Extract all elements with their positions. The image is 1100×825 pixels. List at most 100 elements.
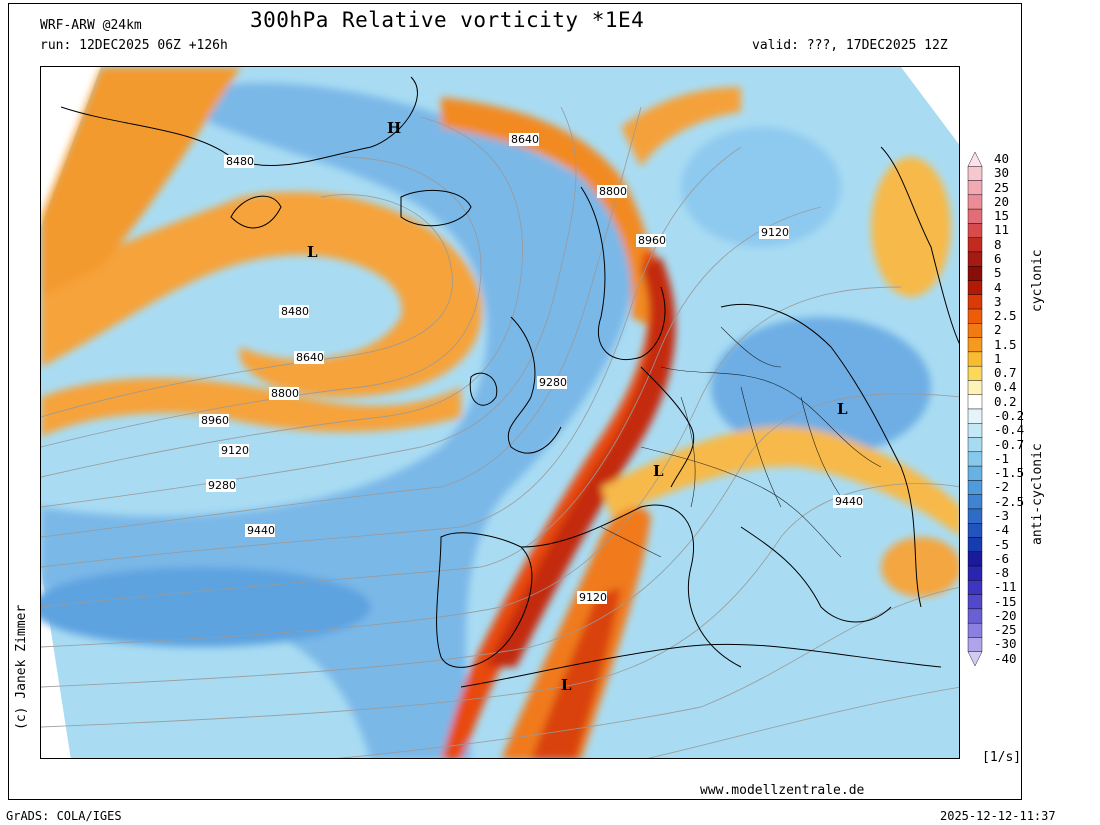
chart-title: 300hPa Relative vorticity *1E4	[250, 8, 645, 32]
colorbar-swatch	[967, 380, 983, 395]
colorbar-tick-label: -2.5	[994, 493, 1025, 509]
colorbar-tick-label: 30	[994, 165, 1010, 181]
colorbar-tick-label: 1	[994, 350, 1002, 366]
colorbar-tick-label: 3	[994, 293, 1002, 309]
contour-label: 8800	[599, 185, 627, 198]
colorbar-swatch	[967, 194, 983, 210]
colorbar-swatch	[967, 580, 983, 595]
colorbar-tick-label: -11	[994, 579, 1017, 595]
colorbar-swatch	[967, 437, 983, 453]
colorbar-tick-label: 0.7	[994, 365, 1017, 381]
colorbar-swatch	[967, 266, 983, 281]
colorbar-tick-label: -25	[994, 622, 1017, 638]
colorbar-tick-label: 5	[994, 265, 1002, 281]
valid-label: valid: ???, 17DEC2025 12Z	[752, 38, 948, 53]
contour-label: 9280	[208, 479, 236, 492]
colorbar-swatch	[967, 223, 983, 238]
colorbar-tick-label: -0.4	[994, 422, 1025, 438]
colorbar-tick-label: -1	[994, 450, 1010, 466]
map-canvas: 8480 8480 8640 8640 8800 8800 8960 8960 …	[41, 67, 959, 758]
colorbar-swatch	[967, 523, 983, 538]
high-pressure-marker: H	[387, 119, 401, 137]
contour-label: 8800	[271, 387, 299, 400]
anticyclonic-label: anti-cyclonic	[1030, 443, 1045, 545]
run-label: run: 12DEC2025 06Z +126h	[40, 38, 228, 53]
colorbar-tick-label: -2	[994, 479, 1010, 495]
colorbar-tick-label: 11	[994, 222, 1010, 238]
colorbar-tick-label: 8	[994, 236, 1002, 252]
colorbar-tick-label: 20	[994, 193, 1010, 209]
colorbar-tick-label: 1.5	[994, 336, 1017, 352]
colorbar-tick-label: -40	[994, 650, 1017, 666]
colorbar-swatch	[967, 551, 983, 567]
cyclonic-label: cyclonic	[1030, 249, 1045, 312]
contour-label: 9120	[221, 444, 249, 457]
unit-label: [1/s]	[982, 750, 1022, 765]
colorbar-tick-label: 0.2	[994, 393, 1017, 409]
colorbar-swatch	[967, 494, 983, 510]
contour-label: 9120	[761, 226, 789, 239]
colorbar-tick-label: -15	[994, 593, 1017, 609]
vorticity-map: 8480 8480 8640 8640 8800 8800 8960 8960 …	[40, 66, 960, 759]
website-link[interactable]: www.modellzentrale.de	[700, 783, 865, 798]
geopotential-contours	[41, 106, 959, 758]
pressure-centers: H L L L L	[307, 119, 848, 694]
colorbar-swatch	[967, 394, 983, 410]
colorbar-tick-label: -6	[994, 550, 1010, 566]
colorbar-tick-label: -0.7	[994, 436, 1025, 452]
colorbar-swatch	[967, 208, 983, 224]
contour-label: 8480	[226, 155, 254, 168]
colorbar-swatch	[967, 294, 983, 310]
colorbar-swatch	[967, 280, 983, 295]
colorbar-tick-label: 25	[994, 179, 1010, 195]
colorbar-tick-label: 2.5	[994, 308, 1017, 324]
low-pressure-marker: L	[837, 400, 848, 418]
colorbar-swatch	[967, 365, 983, 381]
colorbar-swatch	[967, 565, 983, 581]
colorbar-swatch	[967, 337, 983, 353]
colorbar-swatch	[967, 637, 983, 652]
colorbar-swatch	[967, 166, 983, 181]
low-pressure-marker: L	[561, 676, 572, 694]
colorbar-swatch	[967, 251, 983, 267]
contour-label: 8640	[511, 133, 539, 146]
colorbar-tick-label: -4	[994, 522, 1010, 538]
contour-label: 9280	[539, 376, 567, 389]
colorbar-tick-label: -0.2	[994, 408, 1025, 423]
colorbar-swatch	[967, 323, 983, 338]
colorbar-tick-label: 4	[994, 279, 1002, 295]
colorbar-swatch	[967, 537, 983, 552]
colorbar-swatch	[967, 351, 983, 367]
model-label: WRF-ARW @24km	[40, 18, 142, 33]
contour-label: 8960	[201, 414, 229, 427]
colorbar-swatch	[967, 308, 983, 324]
colorbar-tick-label: -5	[994, 536, 1010, 552]
colorbar-swatch	[967, 151, 983, 167]
contour-label: 9120	[579, 591, 607, 604]
colorbar-tick-label: 40	[994, 151, 1010, 166]
outside-domain-ne	[901, 67, 959, 145]
contour-label: 8640	[296, 351, 324, 364]
colorbar-swatch	[967, 408, 983, 424]
country-borders	[600, 326, 882, 558]
contour-label: 9440	[247, 524, 275, 537]
colorbar-tick-label: 6	[994, 250, 1002, 266]
low-pressure-marker: L	[653, 462, 664, 480]
contour-label: 8480	[281, 305, 309, 318]
copyright-label: (c) Janek Zimmer	[14, 604, 29, 730]
colorbar-swatch	[967, 622, 983, 638]
colorbar-swatch	[967, 608, 983, 624]
colorbar-tick-label: -30	[994, 636, 1017, 652]
colorbar-swatch	[967, 508, 983, 524]
contour-label: 8960	[638, 234, 666, 247]
contour-label-group: 8480 8480 8640 8640 8800 8800 8960 8960 …	[199, 133, 863, 604]
colorbar	[967, 151, 983, 667]
timestamp-label: 2025-12-12-11:37	[940, 809, 1056, 823]
colorbar-swatch	[967, 651, 983, 667]
colorbar-swatch	[967, 180, 983, 196]
low-pressure-marker: L	[307, 243, 318, 261]
colorbar-tick-label: 2	[994, 322, 1002, 338]
colorbar-swatch	[967, 480, 983, 495]
colorbar-tick-label: -3	[994, 507, 1010, 523]
colorbar-tick-label: -8	[994, 565, 1010, 581]
